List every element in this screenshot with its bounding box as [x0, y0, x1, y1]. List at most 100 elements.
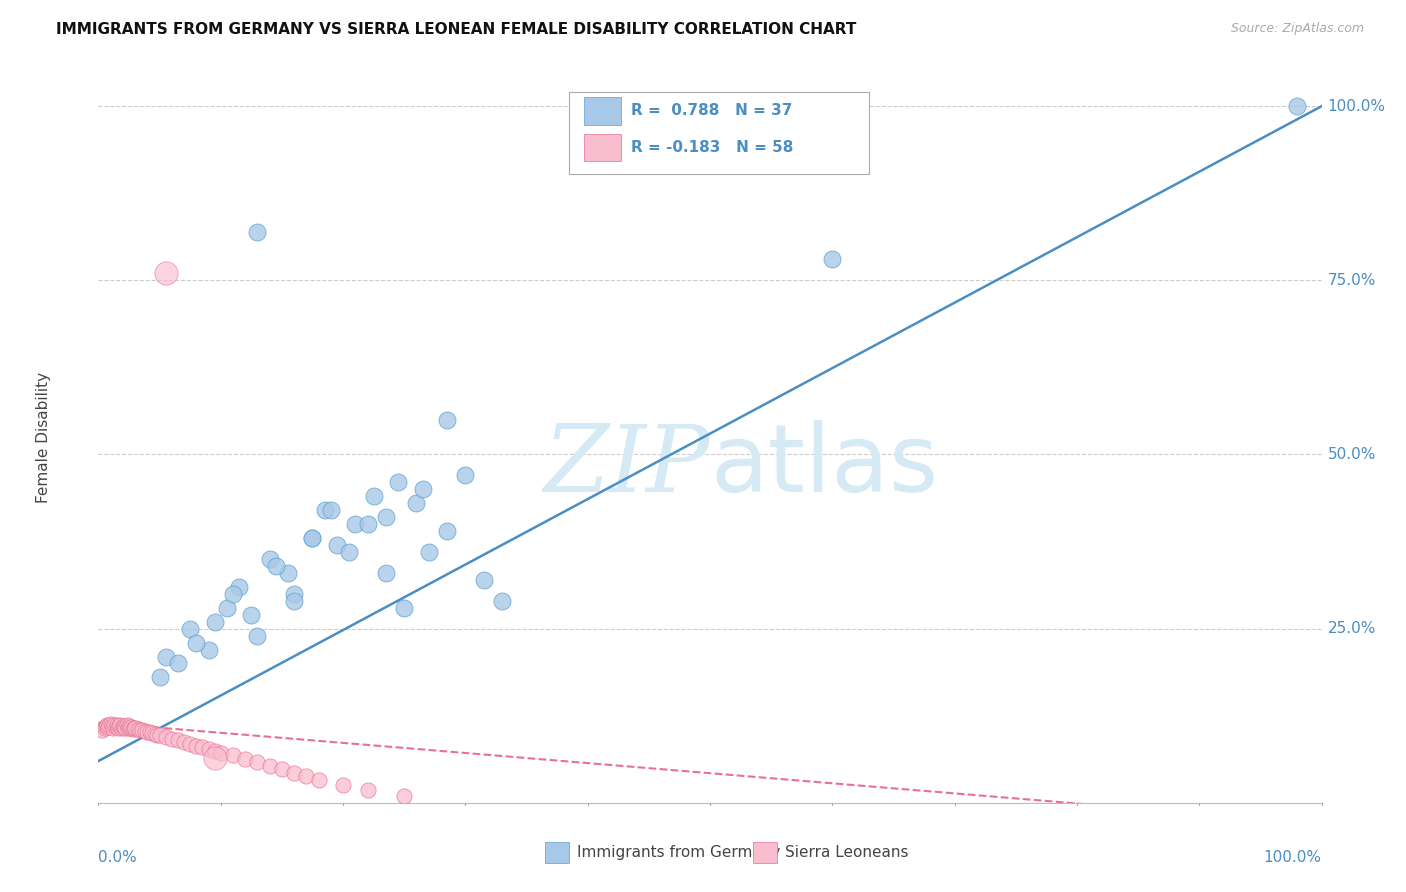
Bar — [583, 97, 620, 125]
Point — [94, 719, 117, 733]
Point — [314, 503, 336, 517]
Point — [319, 503, 342, 517]
Point — [228, 580, 250, 594]
Text: 100.0%: 100.0% — [1327, 99, 1386, 113]
Point — [374, 510, 396, 524]
Point — [326, 538, 349, 552]
Point — [114, 721, 136, 735]
Text: IMMIGRANTS FROM GERMANY VS SIERRA LEONEAN FEMALE DISABILITY CORRELATION CHART: IMMIGRANTS FROM GERMANY VS SIERRA LEONEA… — [56, 22, 856, 37]
Point — [301, 531, 323, 545]
Point — [1286, 99, 1309, 113]
Point — [356, 517, 378, 532]
Point — [98, 718, 121, 732]
Bar — [752, 842, 778, 863]
Point — [141, 726, 163, 740]
Point — [100, 717, 122, 731]
Point — [101, 721, 124, 735]
Point — [124, 721, 146, 735]
Point — [337, 545, 360, 559]
Text: 75.0%: 75.0% — [1327, 273, 1376, 288]
Text: 0.0%: 0.0% — [98, 850, 138, 865]
Point — [155, 649, 177, 664]
Point — [179, 622, 201, 636]
Point — [115, 718, 138, 732]
Point — [105, 718, 128, 732]
Point — [108, 719, 131, 733]
Point — [283, 587, 305, 601]
Point — [120, 721, 142, 735]
Point — [111, 719, 134, 733]
Point — [412, 483, 434, 497]
Point — [392, 789, 416, 803]
Point — [222, 587, 245, 601]
Point — [129, 723, 152, 737]
Point — [155, 730, 177, 744]
Point — [110, 718, 132, 732]
Point — [418, 545, 440, 559]
Point — [127, 722, 149, 736]
Text: 100.0%: 100.0% — [1264, 850, 1322, 865]
Point — [356, 783, 378, 797]
Text: Source: ZipAtlas.com: Source: ZipAtlas.com — [1230, 22, 1364, 36]
Point — [122, 721, 145, 735]
Point — [149, 728, 172, 742]
Point — [363, 489, 385, 503]
Point — [436, 412, 458, 426]
Point — [277, 566, 299, 580]
FancyBboxPatch shape — [569, 92, 869, 174]
Text: ZIP: ZIP — [543, 421, 710, 511]
Point — [146, 727, 169, 741]
Point — [167, 657, 190, 671]
Point — [143, 727, 166, 741]
Point — [191, 740, 214, 755]
Point — [97, 720, 120, 734]
Point — [454, 468, 477, 483]
Point — [173, 735, 195, 749]
Point — [197, 642, 219, 657]
Point — [120, 720, 142, 734]
Point — [332, 778, 354, 792]
Point — [283, 594, 305, 608]
Point — [136, 724, 159, 739]
Point — [215, 600, 238, 615]
Text: atlas: atlas — [710, 420, 938, 512]
Point — [259, 552, 281, 566]
Point — [344, 517, 367, 532]
Text: R = -0.183   N = 58: R = -0.183 N = 58 — [630, 140, 793, 155]
Bar — [546, 842, 569, 863]
Point — [209, 746, 232, 760]
Point — [91, 723, 114, 737]
Point — [246, 225, 269, 239]
Point — [139, 725, 162, 739]
Point — [204, 743, 226, 757]
Point — [472, 573, 495, 587]
Text: Sierra Leoneans: Sierra Leoneans — [785, 845, 908, 860]
Point — [233, 752, 256, 766]
Point — [155, 266, 177, 280]
Text: Immigrants from Germany: Immigrants from Germany — [576, 845, 780, 860]
Point — [295, 769, 318, 783]
Point — [93, 721, 115, 735]
Point — [103, 718, 125, 732]
Text: Female Disability: Female Disability — [37, 371, 51, 503]
Point — [270, 763, 294, 777]
Point — [283, 765, 305, 780]
Point — [204, 750, 226, 764]
Point — [167, 733, 190, 747]
Point — [112, 720, 135, 734]
Point — [821, 252, 844, 267]
Point — [387, 475, 409, 490]
Point — [179, 737, 201, 751]
Point — [392, 600, 416, 615]
Point — [374, 566, 396, 580]
Point — [134, 724, 156, 739]
Point — [121, 722, 143, 736]
Point — [186, 635, 208, 649]
Point — [101, 719, 124, 733]
Point — [259, 759, 281, 773]
Point — [118, 719, 141, 733]
Point — [436, 524, 458, 538]
Point — [186, 739, 208, 753]
Point — [301, 531, 323, 545]
Point — [222, 748, 245, 763]
